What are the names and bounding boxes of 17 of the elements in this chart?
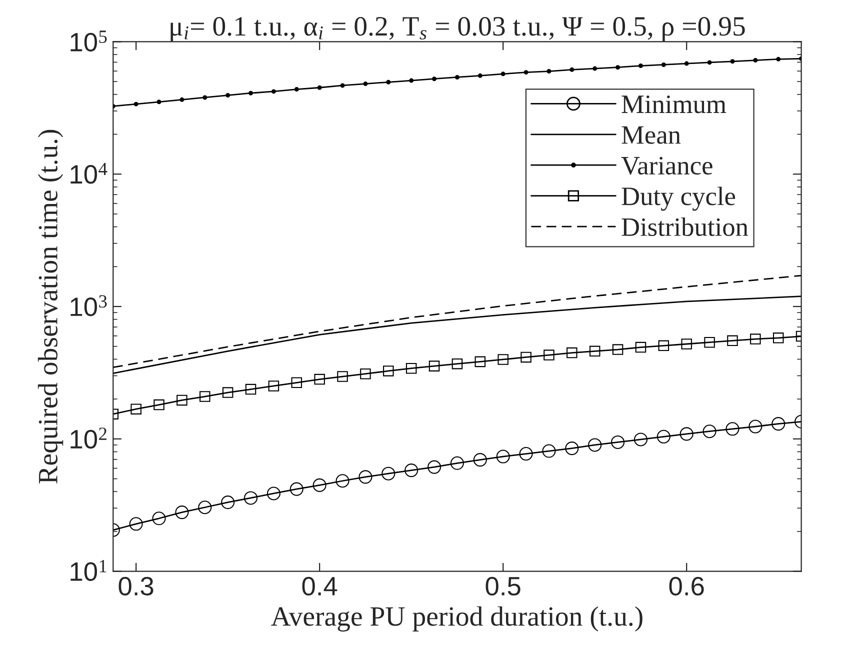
- y-tick-label: 10$^{1}$: [70, 560, 106, 581]
- legend-label: Variance: [621, 156, 712, 175]
- chart-title: μ$_{i}$= 0.1 t.u., α$_{i}$ = 0.2, T$_{s}$ = 0.03 t.u., Ψ = 0.5, ρ =0.95: [170, 16, 745, 42]
- x-axis-title: Average PU period duration (t.u.): [271, 606, 642, 632]
- y-tick-label: 10$^{4}$: [70, 162, 108, 184]
- x-tick-label: 0.5: [486, 576, 520, 596]
- legend-label: Minimum: [622, 95, 726, 114]
- legend-label: Mean: [622, 126, 681, 144]
- legend-label: Distribution: [622, 217, 748, 236]
- x-tick-label: 0.6: [669, 576, 704, 596]
- y-axis-title: Required observation time (t.u.): [38, 130, 64, 484]
- legend-label: Duty cycle: [622, 186, 736, 211]
- x-tick-label: 0.4: [302, 576, 338, 596]
- y-tick-label: 10$^{5}$: [70, 30, 107, 52]
- y-tick-label: 10$^{2}$: [70, 428, 106, 449]
- y-tick-label: 10$^{3}$: [70, 295, 107, 316]
- x-tick-label: 0.3: [118, 576, 154, 596]
